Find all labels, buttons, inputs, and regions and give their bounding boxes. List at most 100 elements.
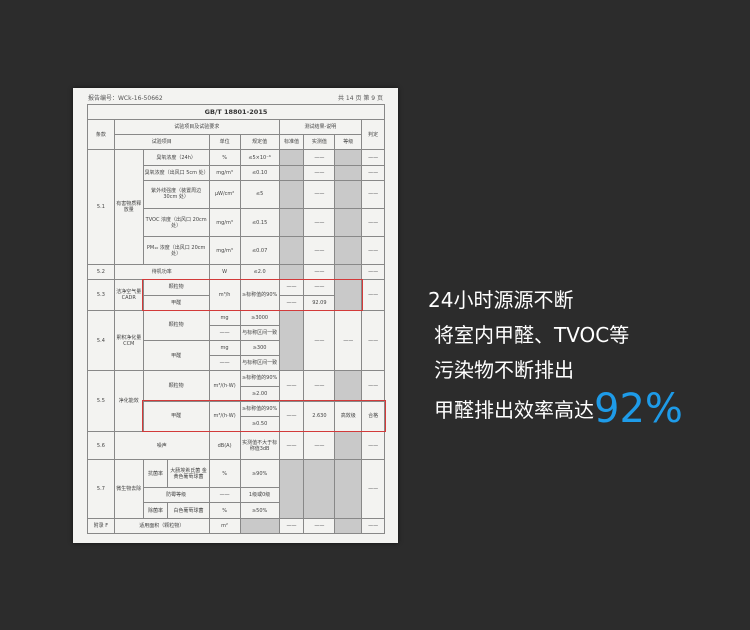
table-cell: —— <box>361 179 385 209</box>
table-cell: —— <box>361 370 385 402</box>
table-cell: 大肠埃希氏菌 金黄色葡萄球菌 <box>167 459 210 489</box>
table-cell <box>334 149 363 166</box>
table-cell: 试验项目及试验要求 <box>113 119 280 136</box>
table-cell: —— <box>361 207 385 238</box>
table-row: 臭氧浓度（出风口 5cm 处） mg/m³ ≤0.10 —— —— <box>88 164 385 181</box>
report-sheet: 报告编号：WCk-16-50662 共 14 页 第 9 页 GB/T 1880… <box>73 88 398 543</box>
table-cell: 条款 <box>87 119 115 151</box>
table-cell <box>239 517 280 535</box>
table-cell: 5.6 <box>87 430 115 461</box>
table-row: —— 与标称区间一致 <box>88 355 385 372</box>
table-cell: 适用面积（颗粒物） <box>113 517 210 535</box>
table-cell: —— <box>303 207 336 238</box>
table-cell: —— <box>303 517 336 535</box>
table-cell: —— <box>303 236 336 266</box>
table-cell: mg/m³ <box>208 164 241 181</box>
table-cell: —— <box>208 324 241 342</box>
table-cell: ≥标称值的90% <box>239 370 280 387</box>
table-cell: m³/h <box>208 279 241 311</box>
table-cell: 甲醛 <box>142 340 210 372</box>
table-cell: —— <box>303 164 336 181</box>
table-cell: % <box>208 459 241 489</box>
table-row: 甲醛 mg ≥300 <box>88 340 385 372</box>
slogan-line: 24小时源源不断 <box>428 288 574 312</box>
table-cell <box>278 149 305 166</box>
table-row: 5.4 累积净化量 CCM 颗粒物 mg ≥3000 —— —— —— <box>87 309 385 372</box>
table-cell: 与标称区间一致 <box>239 355 280 372</box>
table-cell: —— <box>361 236 385 266</box>
table-cell: ≥2.00 <box>239 385 280 402</box>
table-cell: 1级或0级 <box>239 487 280 504</box>
table-cell <box>334 236 363 266</box>
table-cell: —— <box>303 309 336 372</box>
table-cell: PM₁₀ 浓度（出风口 20cm 处） <box>142 236 210 266</box>
table-cell: m³/(h·W) <box>208 400 241 432</box>
table-cell <box>334 264 363 281</box>
table-cell <box>334 370 363 402</box>
table-cell <box>334 279 363 311</box>
table-cell: % <box>208 502 241 519</box>
highlight-value: 92% <box>594 386 683 432</box>
table-cell: 防霉等级 <box>142 487 210 504</box>
table-cell: —— <box>208 355 241 372</box>
table-row: ≥0.50 <box>88 415 385 432</box>
table-cell: 5.5 <box>87 370 115 432</box>
table-cell: 洁净空气量 CADR <box>113 279 144 311</box>
table-cell: —— <box>361 164 385 181</box>
table-cell: —— <box>278 400 305 432</box>
table-cell: GB/T 18801-2015 <box>87 103 385 121</box>
table-row: TVOC 浓度（出风口 20cm 处） mg/m³ ≤0.15 —— —— <box>88 207 385 238</box>
table-row: 5.6 噪声 dB(A) 实测值不大于标称值3dB —— —— —— <box>87 430 385 461</box>
table-cell: —— <box>303 179 336 209</box>
table-cell: —— <box>303 430 336 461</box>
table-cell: mg/m³ <box>208 207 241 238</box>
table-cell: 判定 <box>361 119 385 151</box>
report-number: 报告编号：WCk-16-50662 <box>88 95 163 102</box>
table-cell: 规定值 <box>239 134 280 151</box>
table-row: 5.3 洁净空气量 CADR 颗粒物 m³/h ≥标称值的90% —— —— —— <box>87 279 385 311</box>
table-cell: —— <box>361 264 385 281</box>
table-cell: ≥标称值的90% <box>239 400 280 417</box>
table-cell <box>303 459 336 519</box>
table-cell <box>278 207 305 238</box>
table-cell: % <box>208 149 241 166</box>
table-cell <box>278 179 305 209</box>
table-row: 甲醛 —— 92.09 <box>88 294 385 311</box>
table-cell: —— <box>361 279 385 311</box>
table-row: GB/T 18801-2015 <box>87 103 385 121</box>
table-row: PM₁₀ 浓度（出风口 20cm 处） mg/m³ ≤0.07 —— —— <box>88 236 385 266</box>
table-cell: ≥300 <box>239 340 280 357</box>
table-cell: ≥0.50 <box>239 415 280 432</box>
table-cell <box>278 459 305 519</box>
table-cell: —— <box>208 487 241 504</box>
table-cell: ≥标称值的90% <box>239 279 280 311</box>
table-cell: 颗粒物 <box>142 279 210 296</box>
table-row: 条款 试验项目及试验要求 测试结果-说明 判定 <box>87 119 385 151</box>
table-cell: 颗粒物 <box>142 370 210 402</box>
table-cell: ≤0.10 <box>239 164 280 181</box>
table-row: 5.1 有害物质释放量 臭氧浓度（24h）% ≤5×10⁻⁶ —— —— <box>87 149 385 266</box>
table-cell: —— <box>361 517 385 535</box>
table-row: 防霉等级 —— 1级或0级 <box>88 487 385 504</box>
table-cell: 紫外线强度（装置周边 30cm 处） <box>142 179 210 209</box>
table-cell: 实测值 <box>303 134 336 151</box>
table-cell: —— <box>361 149 385 166</box>
table-cell: 5.1 <box>87 149 115 266</box>
slogan-line: 甲醛排出效率高达92% <box>434 386 683 432</box>
table-cell: m² <box>208 517 241 535</box>
table-cell: 臭氧浓度（24h） <box>142 149 210 166</box>
table-cell: ≥3000 <box>239 309 280 326</box>
table-cell: 甲醛 <box>142 294 210 311</box>
table-cell: —— <box>278 370 305 402</box>
table-cell: 附录 F <box>87 517 115 535</box>
table-cell: 颗粒物 <box>142 309 210 342</box>
table-row: 甲醛 m³/(h·W) ≥标称值的90% —— 2.630 高效级 合格 <box>88 400 385 432</box>
table-cell: ≥90% <box>239 459 280 489</box>
table-cell: 白色葡萄球菌 <box>167 502 210 519</box>
table-cell: ≥50% <box>239 502 280 519</box>
table-cell: 5.7 <box>87 459 115 519</box>
table-row: 附录 F 适用面积（颗粒物） m² —— —— —— <box>87 517 385 535</box>
table-cell: mg <box>208 309 241 326</box>
table-row: —— 与标称区间一致 <box>88 324 385 342</box>
table-cell <box>334 179 363 209</box>
